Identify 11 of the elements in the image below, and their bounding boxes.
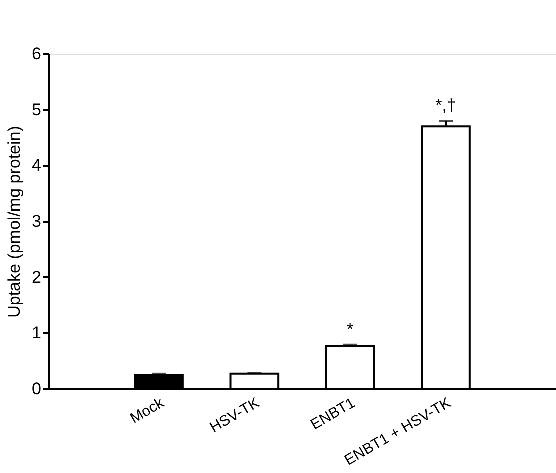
y-tick-label: 6 — [32, 44, 42, 64]
annotation: * — [347, 320, 354, 339]
y-tick-label: 1 — [32, 324, 42, 343]
y-tick-label: 3 — [32, 212, 42, 231]
y-tick-label: 0 — [32, 380, 42, 398]
x-tick-label: Mock — [127, 394, 168, 428]
y-tick-label: 2 — [32, 268, 42, 287]
y-tick-label: 5 — [32, 100, 42, 120]
y-tick-label: 4 — [32, 156, 42, 176]
y-axis-title: Uptake (pmol/mg protein) — [5, 126, 24, 318]
annotation: *,† — [436, 96, 456, 115]
